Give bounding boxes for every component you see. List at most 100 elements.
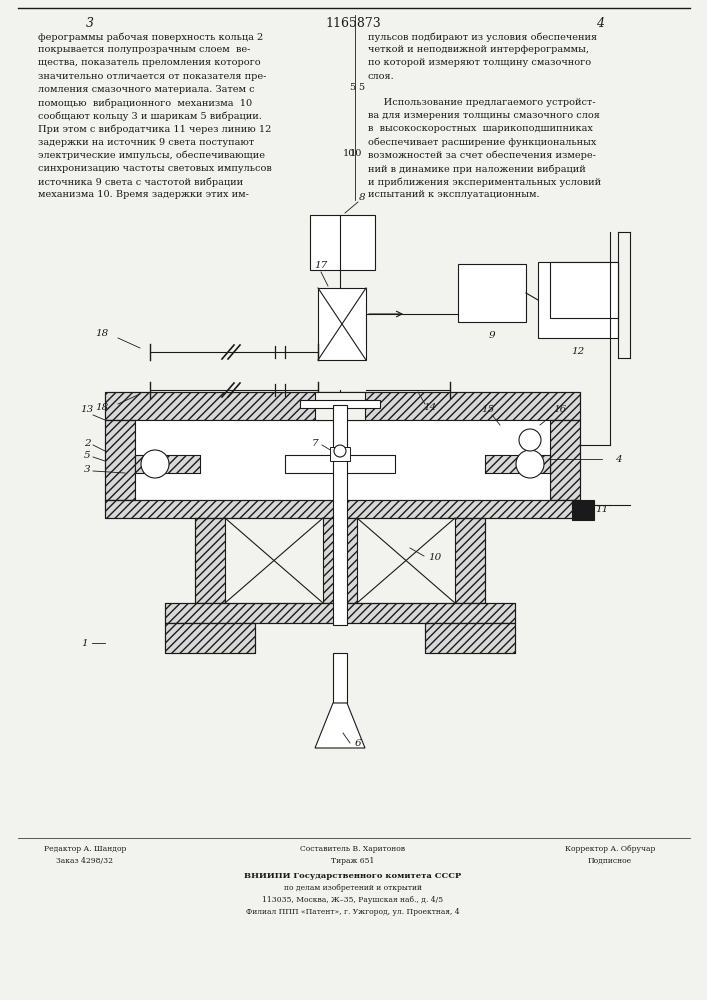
- Circle shape: [334, 445, 346, 457]
- Text: в  высокоскоростных  шарикоподшипниках: в высокоскоростных шарикоподшипниках: [368, 124, 593, 133]
- Bar: [165, 623, 255, 653]
- Text: 12: 12: [571, 348, 585, 357]
- Text: 9: 9: [489, 332, 496, 340]
- Bar: [455, 518, 485, 603]
- Bar: [323, 518, 357, 603]
- Text: электрические импульсы, обеспечивающие: электрические импульсы, обеспечивающие: [38, 151, 265, 160]
- Text: 14: 14: [423, 403, 437, 412]
- Text: 13: 13: [81, 406, 93, 414]
- Bar: [425, 623, 515, 653]
- Bar: [333, 405, 347, 625]
- Text: 1165873: 1165873: [325, 17, 381, 30]
- Bar: [550, 420, 580, 500]
- Text: Подписное: Подписное: [588, 857, 632, 865]
- Text: механизма 10. Время задержки этих им-: механизма 10. Время задержки этих им-: [38, 190, 249, 199]
- Text: обеспечивает расширение функциональных: обеспечивает расширение функциональных: [368, 138, 597, 147]
- Text: Использование предлагаемого устройст-: Использование предлагаемого устройст-: [368, 98, 595, 107]
- Text: Филиал ППП «Патент», г. Ужгород, ул. Проектная, 4: Филиал ППП «Патент», г. Ужгород, ул. Про…: [246, 908, 460, 916]
- Text: 10: 10: [350, 149, 362, 158]
- Text: 16: 16: [554, 406, 566, 414]
- Bar: [105, 500, 580, 518]
- Text: значительно отличается от показателя пре-: значительно отличается от показателя пре…: [38, 72, 267, 81]
- Bar: [105, 420, 135, 500]
- Text: слоя.: слоя.: [368, 72, 395, 81]
- Bar: [330, 447, 350, 461]
- Text: 18: 18: [95, 403, 109, 412]
- Text: 6: 6: [355, 738, 361, 748]
- Text: испытаний к эксплуатационным.: испытаний к эксплуатационным.: [368, 190, 539, 199]
- Text: Составитель В. Харитонов: Составитель В. Харитонов: [300, 845, 406, 853]
- Text: по делам изобретений и открытий: по делам изобретений и открытий: [284, 884, 422, 892]
- Circle shape: [141, 450, 169, 478]
- Text: Корректор А. Обручар: Корректор А. Обручар: [565, 845, 655, 853]
- Bar: [105, 392, 580, 420]
- Bar: [485, 455, 550, 473]
- Bar: [550, 262, 618, 318]
- Text: 15: 15: [481, 406, 495, 414]
- Text: щества, показатель преломления которого: щества, показатель преломления которого: [38, 58, 261, 67]
- Text: и приближения экспериментальных условий: и приближения экспериментальных условий: [368, 177, 601, 187]
- Bar: [135, 455, 200, 473]
- Text: 10: 10: [343, 149, 355, 158]
- Bar: [425, 623, 515, 653]
- Bar: [165, 623, 255, 653]
- Text: 5: 5: [358, 83, 364, 92]
- Text: 5: 5: [349, 83, 355, 92]
- Text: 8: 8: [358, 192, 366, 202]
- Bar: [538, 262, 618, 338]
- Text: 17: 17: [315, 261, 327, 270]
- Text: Редактор А. Шандор: Редактор А. Шандор: [44, 845, 126, 853]
- Text: 7: 7: [312, 438, 318, 448]
- Bar: [572, 500, 594, 520]
- Bar: [285, 455, 395, 473]
- Circle shape: [519, 429, 541, 451]
- Bar: [485, 455, 550, 473]
- Text: Заказ 4298/32: Заказ 4298/32: [57, 857, 114, 865]
- Text: 11: 11: [595, 506, 609, 514]
- Text: 18: 18: [95, 330, 109, 338]
- Text: 4: 4: [596, 17, 604, 30]
- Text: 3: 3: [83, 464, 90, 474]
- Bar: [105, 392, 580, 420]
- Text: возможностей за счет обеспечения измере-: возможностей за счет обеспечения измере-: [368, 151, 596, 160]
- Text: 113035, Москва, Ж–35, Раушская наб., д. 4/5: 113035, Москва, Ж–35, Раушская наб., д. …: [262, 896, 443, 904]
- Text: ний в динамике при наложении вибраций: ний в динамике при наложении вибраций: [368, 164, 586, 174]
- Bar: [165, 603, 515, 623]
- Bar: [458, 264, 526, 322]
- Text: При этом с вибродатчика 11 через линию 12: При этом с вибродатчика 11 через линию 1…: [38, 124, 271, 134]
- Text: 4: 4: [614, 454, 621, 464]
- Bar: [135, 455, 200, 473]
- Text: Тираж 651: Тираж 651: [332, 857, 375, 865]
- Bar: [105, 420, 135, 500]
- Bar: [310, 215, 375, 270]
- Text: 5: 5: [83, 450, 90, 460]
- Text: задержки на источник 9 света поступают: задержки на источник 9 света поступают: [38, 138, 255, 147]
- Polygon shape: [315, 703, 365, 748]
- Text: ломления смазочного материала. Затем с: ломления смазочного материала. Затем с: [38, 85, 255, 94]
- Bar: [550, 420, 580, 500]
- Text: синхронизацию частоты световых импульсов: синхронизацию частоты световых импульсов: [38, 164, 271, 173]
- Text: пульсов подбирают из условия обеспечения: пульсов подбирают из условия обеспечения: [368, 32, 597, 41]
- Text: сообщают кольцу 3 и шарикам 5 вибрации.: сообщают кольцу 3 и шарикам 5 вибрации.: [38, 111, 262, 121]
- Text: 3: 3: [86, 17, 94, 30]
- Text: 10: 10: [428, 554, 442, 562]
- Bar: [318, 288, 366, 360]
- Text: 2: 2: [83, 438, 90, 448]
- Text: ва для измерения толщины смазочного слоя: ва для измерения толщины смазочного слоя: [368, 111, 600, 120]
- Bar: [195, 518, 225, 603]
- Bar: [135, 420, 550, 500]
- Bar: [300, 400, 380, 408]
- Circle shape: [516, 450, 544, 478]
- Text: ферограммы рабочая поверхность кольца 2: ферограммы рабочая поверхность кольца 2: [38, 32, 263, 41]
- Bar: [315, 392, 365, 420]
- Text: по которой измеряют толщину смазочного: по которой измеряют толщину смазочного: [368, 58, 591, 67]
- Text: помощью  вибрационного  механизма  10: помощью вибрационного механизма 10: [38, 98, 252, 107]
- Text: источника 9 света с частотой вибрации: источника 9 света с частотой вибрации: [38, 177, 243, 187]
- Bar: [105, 500, 580, 518]
- Bar: [333, 653, 347, 703]
- Text: ВНИИПИ Государственного комитета СССР: ВНИИПИ Государственного комитета СССР: [245, 872, 462, 880]
- Text: четкой и неподвижной интерферограммы,: четкой и неподвижной интерферограммы,: [368, 45, 589, 54]
- Text: покрывается полупрозрачным слоем  ве-: покрывается полупрозрачным слоем ве-: [38, 45, 250, 54]
- Text: 1: 1: [82, 639, 88, 648]
- Bar: [165, 603, 515, 623]
